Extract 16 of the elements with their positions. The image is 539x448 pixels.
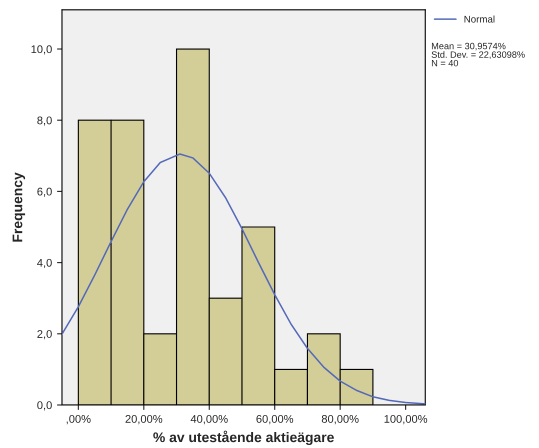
y-tick-label: 2,0 <box>37 330 52 340</box>
x-tick-label: 100,00% <box>384 415 428 424</box>
y-tick-label: 4,0 <box>37 258 52 268</box>
y-tick-label: 10,0 <box>31 45 52 54</box>
y-tick-label: 0,0 <box>37 401 52 410</box>
text: Mean = 30,9574% Std. Dev. = 22,63098% N = 40 <box>432 42 525 66</box>
x-tick-label: 80,00% <box>322 415 359 424</box>
y-axis-title: Frequency <box>12 172 26 242</box>
x-tick-label: 40,00% <box>190 415 228 424</box>
y-tick-label: 8,0 <box>37 116 52 126</box>
x-tick-label: ,00% <box>66 415 91 424</box>
x-axis-title: % av utestående aktieägare <box>153 430 334 445</box>
x-tick-label: 60,00% <box>256 415 294 424</box>
legend-label: Normal <box>464 15 494 23</box>
x-tick-label: 20,00% <box>126 415 162 424</box>
y-tick-label: 6,0 <box>37 188 52 197</box>
